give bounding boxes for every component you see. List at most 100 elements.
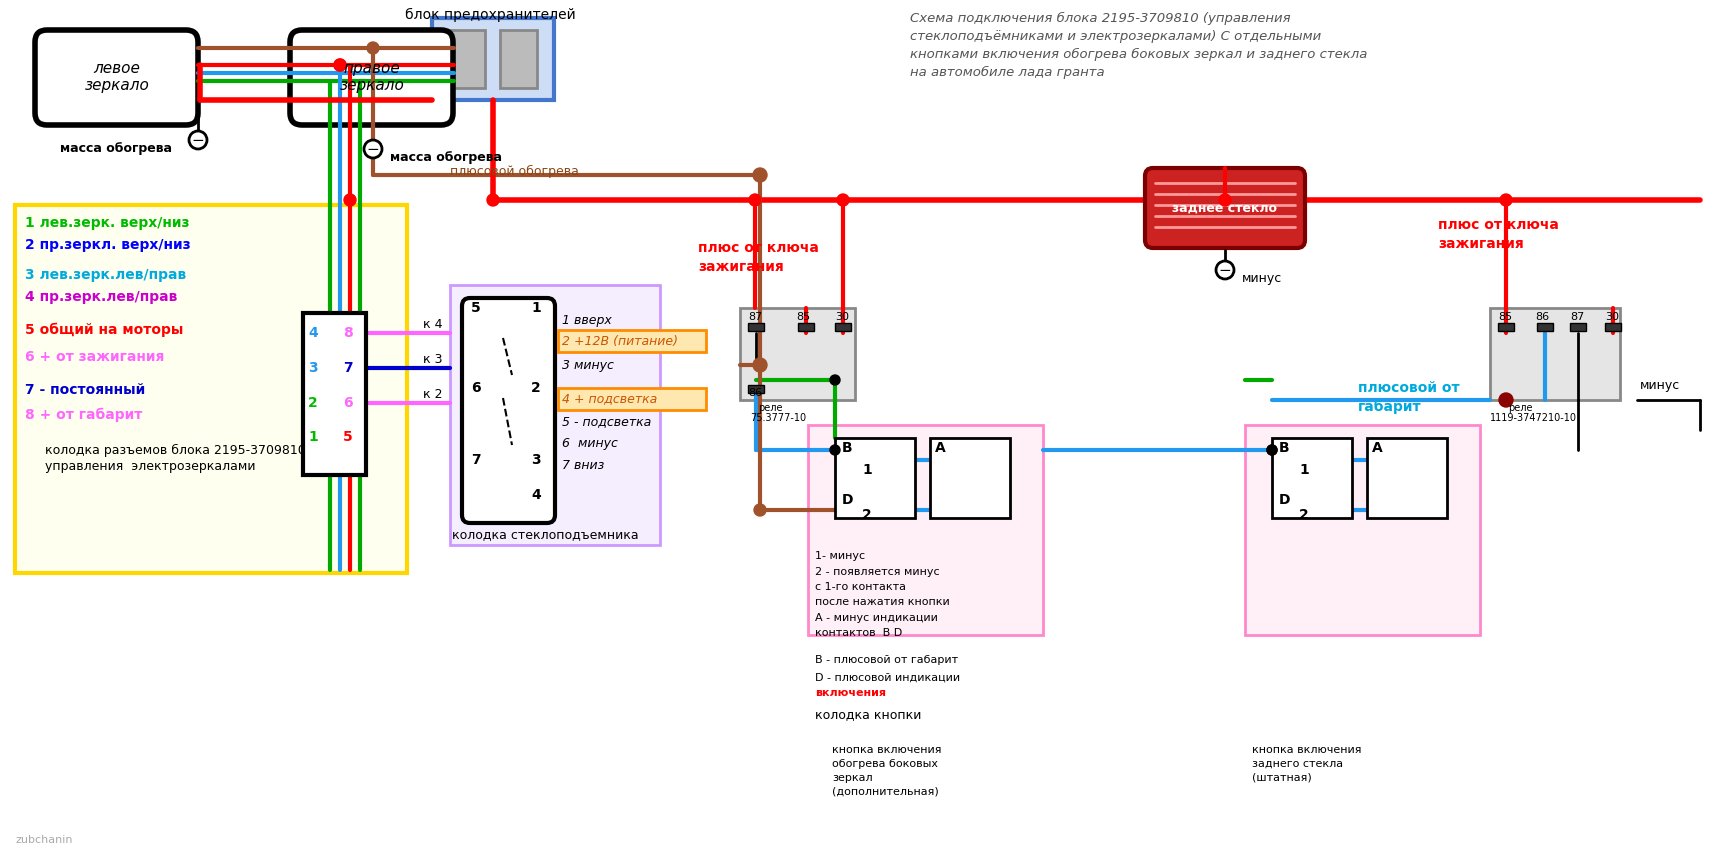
- Text: 85: 85: [797, 312, 811, 322]
- Text: 1- минус: 1- минус: [816, 551, 866, 561]
- Bar: [835, 323, 850, 331]
- Text: 87: 87: [749, 312, 762, 322]
- Text: 7 - постоянный: 7 - постоянный: [26, 383, 145, 397]
- Bar: [749, 385, 764, 393]
- Text: реле: реле: [1508, 403, 1532, 413]
- Circle shape: [1267, 445, 1277, 455]
- Bar: [749, 323, 764, 331]
- Bar: [799, 323, 814, 331]
- Text: 6 + от зажигания: 6 + от зажигания: [26, 350, 165, 364]
- Text: (дополнительная): (дополнительная): [831, 787, 938, 797]
- Circle shape: [749, 194, 761, 206]
- Circle shape: [1218, 194, 1231, 206]
- Circle shape: [487, 194, 499, 206]
- Bar: [558, 388, 706, 410]
- Text: D: D: [1279, 493, 1291, 507]
- Text: колодка разъемов блока 2195-3709810: колодка разъемов блока 2195-3709810: [45, 444, 306, 456]
- Text: габарит: габарит: [1358, 400, 1422, 414]
- Text: масса обогрева: масса обогрева: [60, 141, 172, 155]
- Text: к 4: к 4: [423, 318, 442, 331]
- Text: 2: 2: [308, 396, 318, 410]
- Text: включения: включения: [816, 688, 886, 698]
- Text: B: B: [1279, 441, 1289, 455]
- Text: колодка стеклоподъемника: колодка стеклоподъемника: [453, 529, 638, 541]
- Text: 1: 1: [862, 463, 873, 477]
- Text: A: A: [935, 441, 947, 455]
- Circle shape: [334, 59, 346, 71]
- Bar: [501, 30, 537, 88]
- Text: 86: 86: [1535, 312, 1549, 322]
- Circle shape: [830, 445, 840, 455]
- Text: −: −: [191, 133, 205, 148]
- Text: с 1-го контакта: с 1-го контакта: [816, 582, 905, 592]
- Bar: [929, 438, 1010, 518]
- FancyBboxPatch shape: [1144, 168, 1305, 248]
- Text: заднее стекло: заднее стекло: [1172, 201, 1277, 214]
- Text: правое
зеркало: правое зеркало: [339, 61, 404, 94]
- Text: 75.3777-10: 75.3777-10: [750, 413, 805, 423]
- Circle shape: [1267, 445, 1277, 455]
- Text: 4: 4: [532, 488, 540, 502]
- Bar: [1272, 438, 1353, 518]
- Text: реле: реле: [757, 403, 783, 413]
- Text: 3: 3: [532, 453, 540, 467]
- Text: 5 общий на моторы: 5 общий на моторы: [26, 323, 184, 337]
- Text: 2 - появляется минус: 2 - появляется минус: [816, 567, 940, 577]
- Bar: [1497, 323, 1514, 331]
- Text: 86: 86: [749, 388, 762, 398]
- Text: 7 вниз: 7 вниз: [563, 458, 604, 472]
- Circle shape: [754, 358, 768, 372]
- Circle shape: [344, 194, 356, 206]
- Circle shape: [754, 504, 766, 516]
- Text: 1 вверх: 1 вверх: [563, 314, 611, 326]
- Text: −: −: [367, 141, 379, 156]
- Text: 5: 5: [472, 301, 480, 315]
- Text: zubchanin: zubchanin: [15, 835, 72, 845]
- Text: 6: 6: [472, 381, 480, 395]
- Text: 2 +12В (питание): 2 +12В (питание): [563, 335, 678, 348]
- Bar: [835, 438, 916, 518]
- Text: D - плюсовой индикации: D - плюсовой индикации: [816, 673, 960, 683]
- Text: 3: 3: [308, 361, 318, 375]
- Text: А - минус индикации: А - минус индикации: [816, 613, 938, 623]
- Text: управления  электрозеркалами: управления электрозеркалами: [45, 460, 255, 473]
- Text: (штатная): (штатная): [1251, 773, 1311, 783]
- Text: 2: 2: [1299, 508, 1308, 522]
- Text: 2: 2: [532, 381, 540, 395]
- FancyBboxPatch shape: [461, 298, 554, 523]
- Text: 1 лев.зерк. верх/низ: 1 лев.зерк. верх/низ: [26, 216, 189, 230]
- Text: 5 - подсветка: 5 - подсветка: [563, 416, 651, 428]
- Text: кнопка включения: кнопка включения: [831, 745, 941, 755]
- Bar: [432, 18, 554, 100]
- Text: зеркал: зеркал: [831, 773, 873, 783]
- Text: минус: минус: [1640, 378, 1680, 392]
- Text: 6  минус: 6 минус: [563, 437, 618, 450]
- Bar: [15, 205, 406, 573]
- Text: минус: минус: [1243, 271, 1282, 285]
- Text: 7: 7: [342, 361, 353, 375]
- Text: 87: 87: [1570, 312, 1585, 322]
- Bar: [449, 285, 659, 545]
- Text: B: B: [842, 441, 852, 455]
- Text: 1: 1: [308, 430, 318, 444]
- Text: кнопка включения: кнопка включения: [1251, 745, 1361, 755]
- Text: 30: 30: [1606, 312, 1619, 322]
- Circle shape: [754, 168, 768, 182]
- Text: 3 минус: 3 минус: [563, 359, 614, 371]
- Circle shape: [365, 140, 382, 158]
- Text: 6: 6: [342, 396, 353, 410]
- Text: 1: 1: [1299, 463, 1308, 477]
- Text: 8: 8: [342, 326, 353, 340]
- Text: 1: 1: [532, 301, 540, 315]
- Text: к 2: к 2: [423, 388, 442, 400]
- Bar: [1490, 308, 1619, 400]
- Text: В - плюсовой от габарит: В - плюсовой от габарит: [816, 655, 959, 665]
- Text: к 3: к 3: [423, 353, 442, 366]
- Text: колодка кнопки: колодка кнопки: [816, 709, 921, 722]
- Text: D: D: [842, 493, 854, 507]
- Circle shape: [334, 59, 346, 71]
- Circle shape: [1217, 261, 1234, 279]
- Bar: [1606, 323, 1621, 331]
- Text: заднего стекла: заднего стекла: [1251, 759, 1342, 769]
- Text: блок предохранителей: блок предохранителей: [404, 8, 575, 22]
